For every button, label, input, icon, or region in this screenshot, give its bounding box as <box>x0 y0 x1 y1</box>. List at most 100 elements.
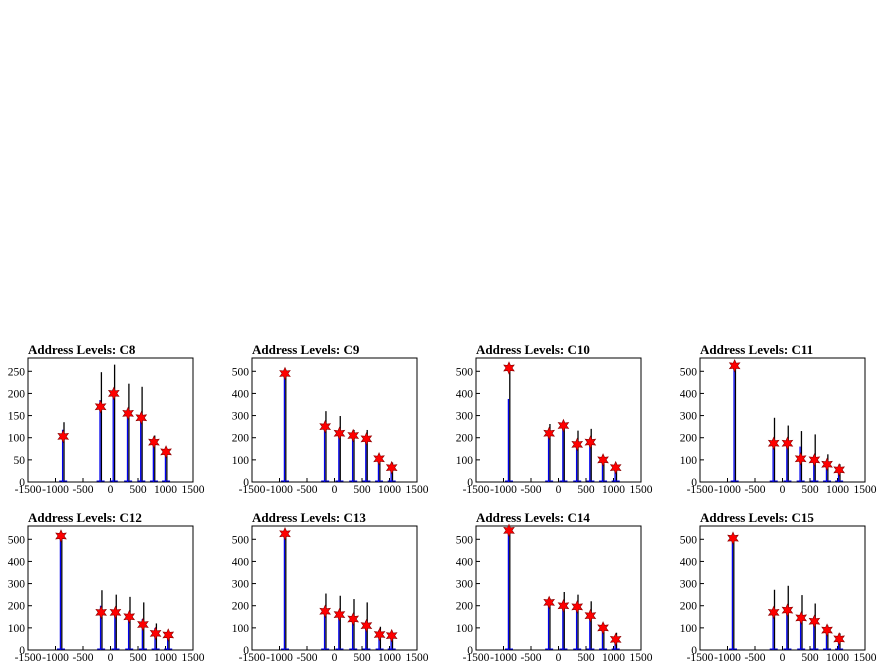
x-tick-label: 500 <box>801 484 819 496</box>
y-tick-label: 500 <box>456 366 474 378</box>
peak-marker <box>137 617 149 632</box>
peak-marker <box>597 621 609 635</box>
peak-marker <box>728 359 741 373</box>
y-tick-label: 0 <box>243 645 249 657</box>
y-tick-label: 500 <box>456 534 474 546</box>
plot-frame <box>699 525 866 651</box>
chart-panel-c15: Address Levels: C15 -1500 -1000 -500 0 500 100… <box>672 504 896 672</box>
peak-marker <box>94 399 107 414</box>
y-tick-label: 200 <box>456 601 474 613</box>
x-tick-label: 1500 <box>630 484 653 496</box>
y-tick-label: 50 <box>14 455 26 467</box>
peak-marker <box>385 628 398 643</box>
x-tick-label: -1000 <box>714 652 741 664</box>
chart-svg-c9: Address Levels: C9-1500 -1000 -500 0 500 1000… <box>232 342 429 496</box>
peak-marker <box>609 632 622 647</box>
x-tick-label: -1500 <box>239 484 266 496</box>
x-tick-label: -1000 <box>490 484 517 496</box>
peak-marker <box>543 426 555 441</box>
peak-marker <box>95 605 107 620</box>
x-tick-label: 1500 <box>630 652 653 664</box>
x-tick-label: -1500 <box>463 484 490 496</box>
x-tick-label: 1500 <box>854 652 877 664</box>
chart-panel-c13: Address Levels: C13 -1500 -1000 -500 0 500 100… <box>224 504 448 672</box>
y-tick-label: 500 <box>232 366 250 378</box>
peak-marker <box>833 632 845 646</box>
peak-marker <box>162 628 175 642</box>
x-tick-label: 500 <box>801 652 819 664</box>
x-tick-label: -1000 <box>266 484 293 496</box>
x-tick-label: 1000 <box>154 484 177 496</box>
x-tick-label: -1500 <box>15 484 42 496</box>
y-tick-label: 300 <box>232 411 250 423</box>
y-tick-label: 500 <box>232 534 250 546</box>
x-tick-label: 1500 <box>406 652 429 664</box>
chart-panel-c11: Address Levels: C11 -1500 -1000 -500 0 500 100… <box>672 336 896 504</box>
x-tick-label: 1000 <box>378 484 401 496</box>
chart-svg-c12: Address Levels: C12 -1500 -1000 -500 0 500 100… <box>8 510 205 664</box>
x-tick-label: 1000 <box>154 652 177 664</box>
x-tick-label: 500 <box>353 484 371 496</box>
peak-marker <box>795 611 808 625</box>
y-tick-label: 0 <box>467 477 473 489</box>
chart-title: Address Levels: C11 <box>700 342 813 357</box>
peak-marker <box>821 457 833 472</box>
x-tick-label: -1000 <box>42 484 69 496</box>
y-tick-label: 200 <box>232 433 250 445</box>
chart-panel-c12: Address Levels: C12 -1500 -1000 -500 0 500 100… <box>0 504 224 672</box>
chart-title: Address Levels: C8 <box>28 342 136 357</box>
y-tick-label: 100 <box>680 623 698 635</box>
x-tick-label: -1500 <box>15 652 42 664</box>
peak-marker <box>597 453 609 467</box>
y-tick-label: 200 <box>8 601 26 613</box>
x-tick-label: -1000 <box>42 652 69 664</box>
x-tick-label: -500 <box>520 652 541 664</box>
peak-marker <box>122 406 134 421</box>
y-tick-label: 0 <box>19 477 25 489</box>
y-tick-label: 100 <box>8 433 26 445</box>
x-tick-label: 1500 <box>854 484 877 496</box>
x-tick-label: 1000 <box>826 652 849 664</box>
peak-marker <box>333 426 346 441</box>
y-tick-label: 400 <box>232 556 250 568</box>
plot-frame <box>27 357 194 483</box>
peak-marker <box>584 608 597 623</box>
peak-marker <box>360 432 373 446</box>
x-tick-label: -1000 <box>714 484 741 496</box>
y-tick-label: 200 <box>680 433 698 445</box>
x-tick-label: 1000 <box>378 652 401 664</box>
x-tick-label: 1500 <box>182 652 205 664</box>
peak-marker <box>571 600 584 614</box>
y-tick-label: 500 <box>680 534 698 546</box>
y-tick-label: 300 <box>456 579 474 591</box>
peak-marker <box>767 605 780 620</box>
chart-title: Address Levels: C10 <box>476 342 590 357</box>
peak-marker <box>781 436 794 450</box>
x-tick-label: -500 <box>520 484 541 496</box>
x-tick-label: -1500 <box>687 652 714 664</box>
plot-frame <box>699 357 866 483</box>
chart-panel-c8: Address Levels: C8 -1500 -1000 -500 0 500 1000… <box>0 336 224 504</box>
peak-marker <box>279 527 291 541</box>
peak-marker <box>557 598 570 613</box>
peak-marker <box>135 411 148 425</box>
x-tick-label: -500 <box>72 652 93 664</box>
x-tick-label: 1000 <box>602 652 625 664</box>
peak-marker <box>373 452 385 466</box>
x-tick-label: 0 <box>556 652 562 664</box>
x-tick-label: -500 <box>744 652 765 664</box>
peak-marker <box>160 445 172 459</box>
peak-marker <box>543 595 555 610</box>
peak-marker <box>347 428 360 443</box>
peak-marker <box>107 386 120 401</box>
chart-svg-c15: Address Levels: C15 -1500 -1000 -500 0 500 100… <box>680 510 877 664</box>
y-tick-label: 100 <box>680 455 698 467</box>
y-tick-label: 200 <box>680 601 698 613</box>
x-tick-label: -500 <box>744 484 765 496</box>
x-tick-label: 1000 <box>602 484 625 496</box>
x-tick-label: -1500 <box>239 652 266 664</box>
y-tick-label: 500 <box>680 366 698 378</box>
chart-title: Address Levels: C9 <box>252 342 360 357</box>
y-tick-label: 100 <box>456 623 474 635</box>
y-tick-label: 0 <box>467 645 473 657</box>
